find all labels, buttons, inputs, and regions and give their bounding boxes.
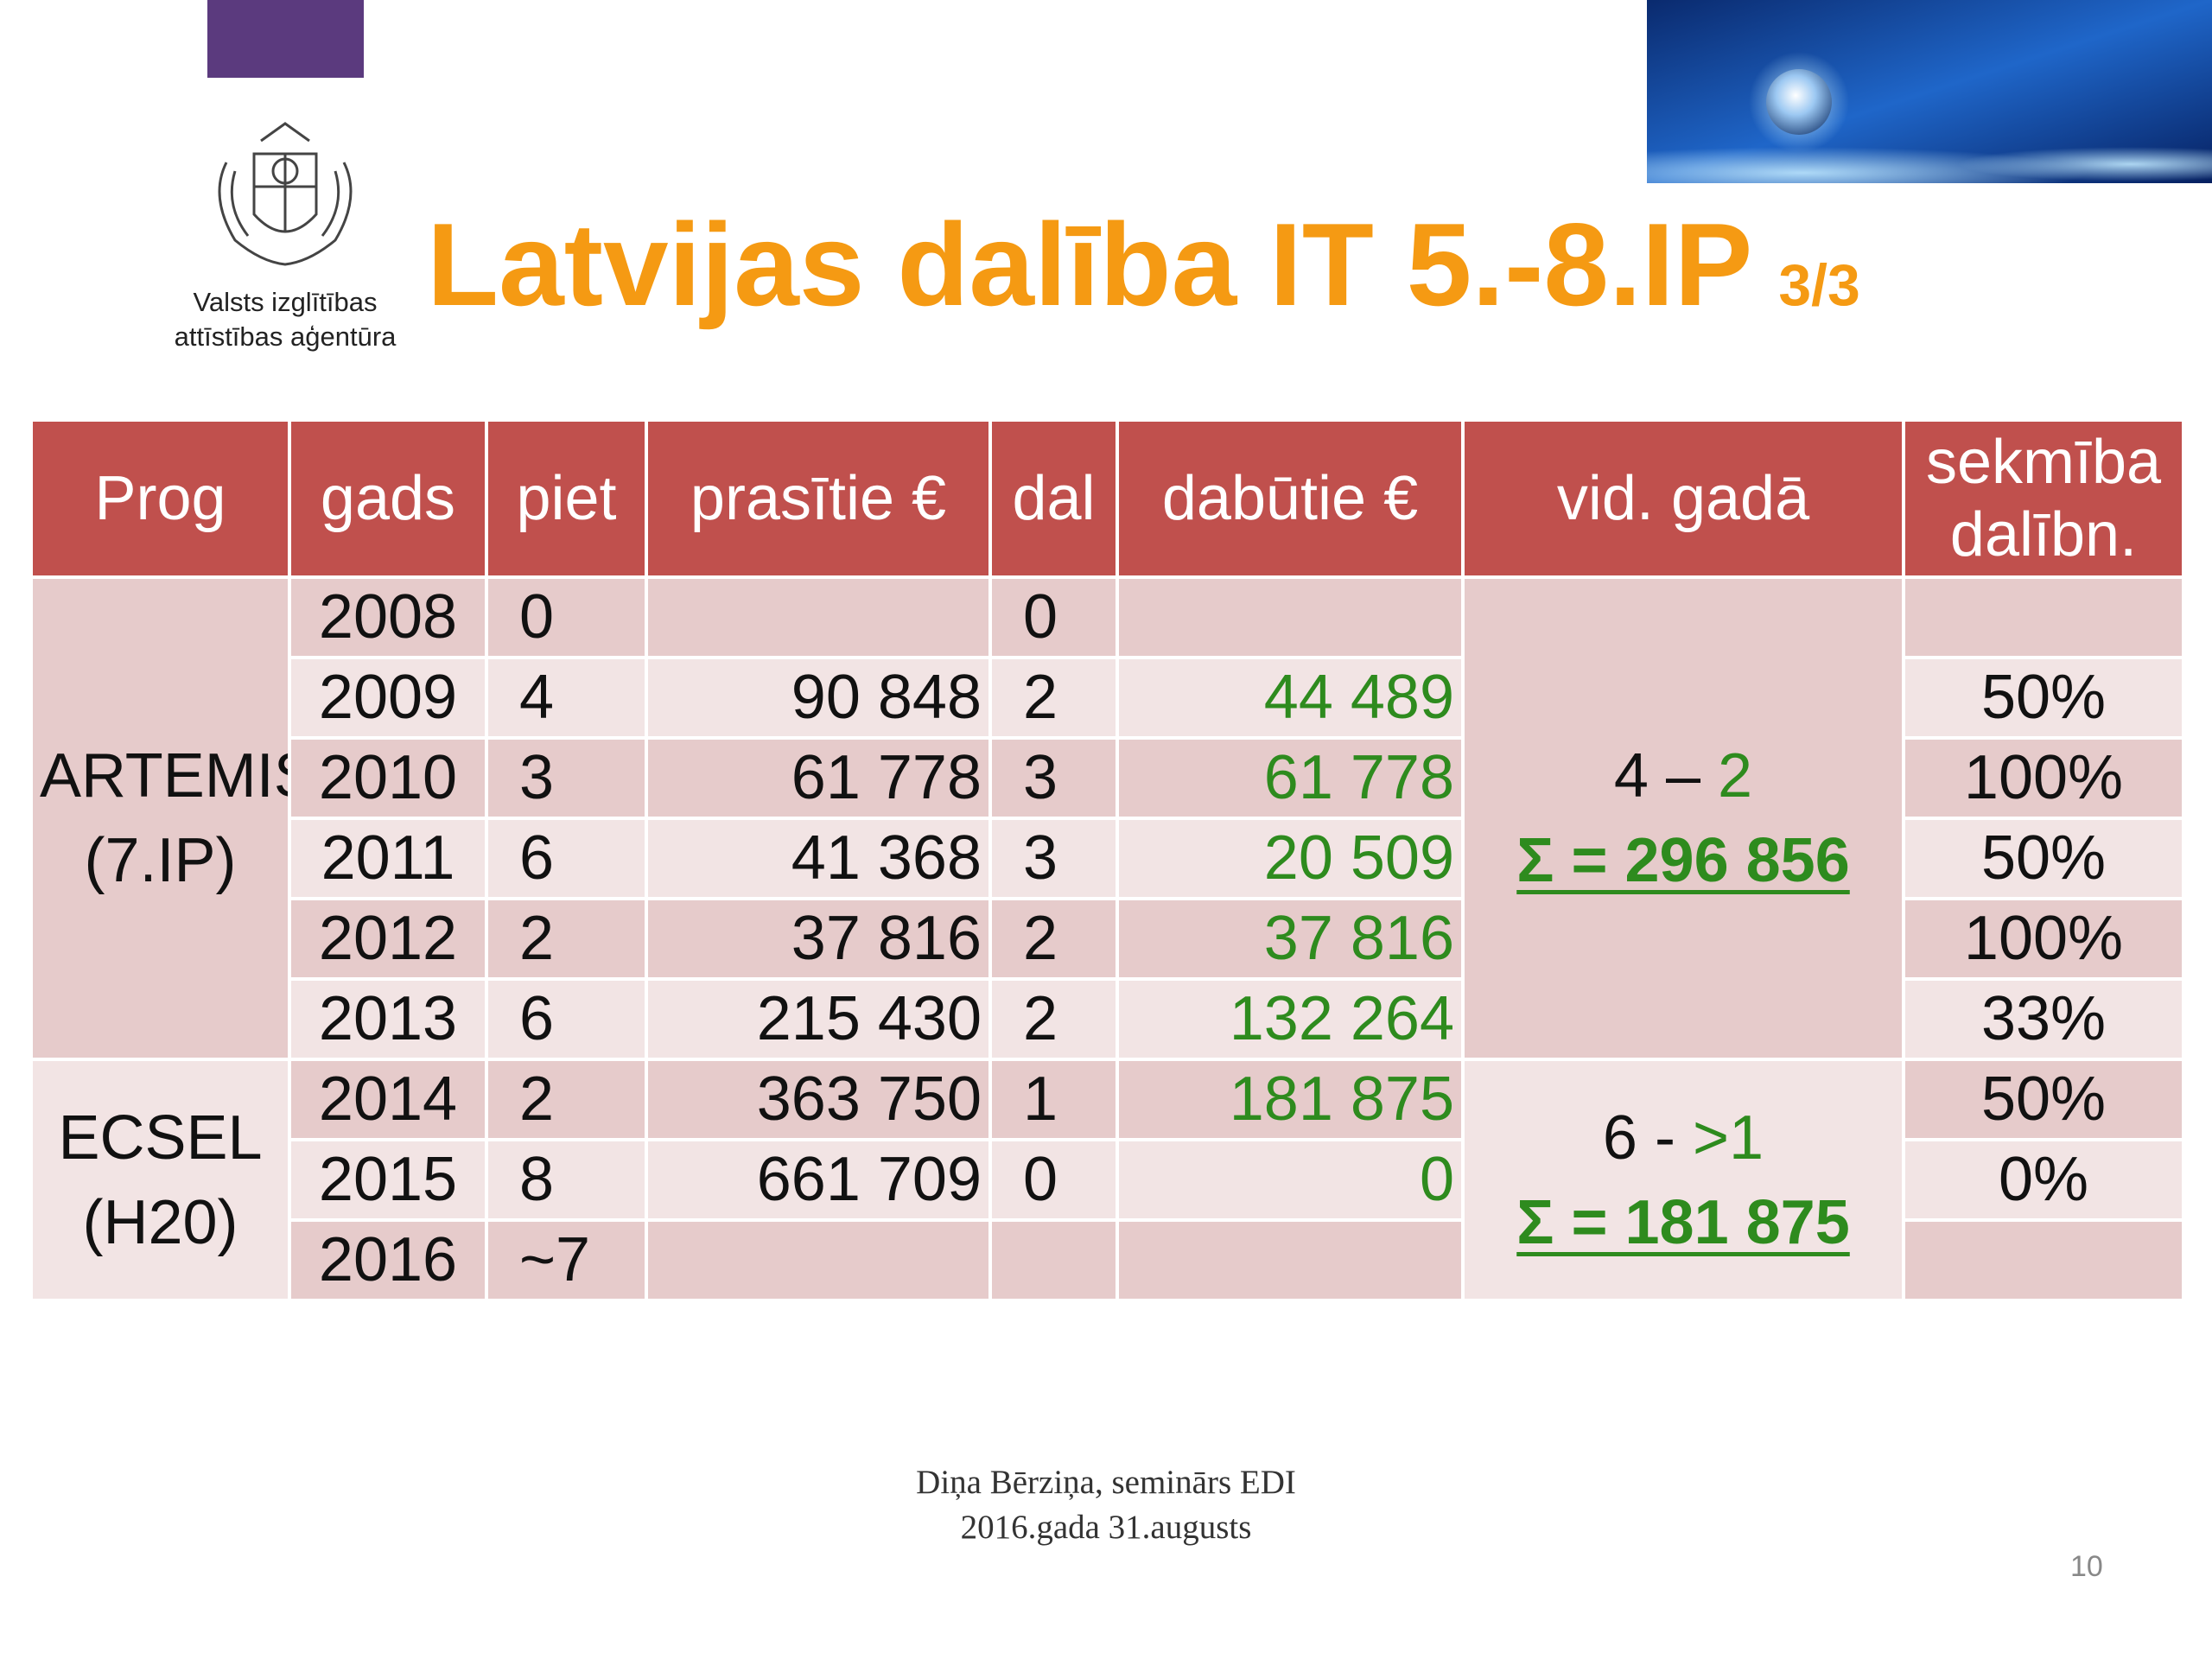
title-part: 3/3 bbox=[1778, 252, 1860, 318]
footer: Diņa Bērziņa, seminārs EDI 2016.gada 31.… bbox=[847, 1460, 1365, 1550]
cell: 61 778 bbox=[645, 736, 992, 820]
coat-of-arms bbox=[218, 122, 353, 266]
program-cell: ECSEL (H20) bbox=[29, 1058, 291, 1302]
header-cell: vid. gadā bbox=[1461, 418, 1905, 579]
cell: 2 bbox=[988, 656, 1119, 740]
cell: 2009 bbox=[288, 656, 488, 740]
summary-line: 6 - >1 bbox=[1471, 1096, 1895, 1180]
cell: 0 bbox=[988, 1138, 1119, 1222]
footer-date: 2016.gada 31.augusts bbox=[960, 1509, 1252, 1546]
cell: 50% bbox=[1902, 656, 2185, 740]
cell: 20 509 bbox=[1116, 817, 1465, 900]
cell: 2 bbox=[485, 897, 648, 981]
cell: 2010 bbox=[288, 736, 488, 820]
header-cell: gads bbox=[288, 418, 488, 579]
cell bbox=[1902, 575, 2185, 659]
cell: 37 816 bbox=[1116, 897, 1465, 981]
cell: 100% bbox=[1902, 736, 2185, 820]
summary-got: 2 bbox=[1718, 741, 1753, 810]
cell bbox=[645, 575, 992, 659]
cell: 2 bbox=[988, 977, 1119, 1061]
header-image bbox=[1647, 0, 2212, 183]
table-row: 2015 8 661 709 0 0 0% bbox=[31, 1138, 2185, 1222]
title-main: Latvijas dalība IT 5.-8.IP bbox=[427, 199, 1753, 330]
cell: 2015 bbox=[288, 1138, 488, 1222]
cell: 44 489 bbox=[1116, 656, 1465, 740]
cell: 3 bbox=[485, 736, 648, 820]
logo-text: Valsts izglītības attīstības aģentūra bbox=[147, 285, 423, 354]
cell: 61 778 bbox=[1116, 736, 1465, 820]
summary-sep: – bbox=[1665, 741, 1701, 810]
cell: 41 368 bbox=[645, 817, 992, 900]
cell: 100% bbox=[1902, 897, 2185, 981]
cell: 33% bbox=[1902, 977, 2185, 1061]
cell: 50% bbox=[1902, 1058, 2185, 1141]
summary-sum: Σ = 296 856 bbox=[1516, 826, 1850, 895]
header-cell: dabūtie € bbox=[1116, 418, 1465, 579]
cell: 2 bbox=[988, 897, 1119, 981]
summary-count: 4 bbox=[1613, 741, 1649, 810]
cell: 6 bbox=[485, 817, 648, 900]
summary-cell: 6 - >1 Σ = 181 875 bbox=[1461, 1058, 1905, 1302]
summary-got: >1 bbox=[1692, 1103, 1764, 1173]
cell: 50% bbox=[1902, 817, 2185, 900]
data-table: Prog gads piet prasītie € dal dabūtie € vid. g… bbox=[29, 418, 2185, 1302]
table-row: ECSEL (H20) 2014 2 363 750 1 181 875 6 - >1 Σ = … bbox=[29, 1058, 2185, 1302]
program-line: (H20) bbox=[82, 1187, 238, 1257]
program-line: (7.IP) bbox=[84, 826, 237, 895]
cell bbox=[1902, 1218, 2185, 1302]
summary-sep: - bbox=[1654, 1103, 1675, 1173]
cell: 2012 bbox=[288, 897, 488, 981]
cell: 1 bbox=[988, 1058, 1119, 1141]
program-line: ARTEMIS bbox=[40, 741, 289, 810]
cell: 90 848 bbox=[645, 656, 992, 740]
cell: ~7 bbox=[485, 1218, 648, 1302]
slide-title: Latvijas dalība IT 5.-8.IP 3/3 bbox=[427, 197, 1860, 332]
accent-block bbox=[207, 0, 364, 78]
header-cell: prasītie € bbox=[645, 418, 992, 579]
cell bbox=[1116, 1218, 1465, 1302]
cell: 4 bbox=[485, 656, 648, 740]
program-cell: ARTEMIS (7.IP) bbox=[29, 575, 291, 1061]
cell bbox=[988, 1218, 1119, 1302]
program-line: ECSEL bbox=[58, 1103, 263, 1173]
cell: 3 bbox=[988, 736, 1119, 820]
cell: 661 709 bbox=[645, 1138, 992, 1222]
header-cell: dal bbox=[988, 418, 1119, 579]
header-cell: piet bbox=[485, 418, 648, 579]
cell: 2008 bbox=[288, 575, 488, 659]
header-row: Prog gads piet prasītie € dal dabūtie € vid. g… bbox=[29, 418, 2185, 579]
summary-line: 4 – 2 bbox=[1471, 734, 1895, 818]
header-cell: sekmība dalībn. bbox=[1902, 418, 2185, 579]
cell: 6 bbox=[485, 977, 648, 1061]
cell: 2014 bbox=[288, 1058, 488, 1141]
footer-author: Diņa Bērziņa, seminārs EDI bbox=[916, 1464, 1296, 1501]
cell: 0% bbox=[1902, 1138, 2185, 1222]
cell: 181 875 bbox=[1116, 1058, 1465, 1141]
cell: 0 bbox=[485, 575, 648, 659]
cell: 132 264 bbox=[1116, 977, 1465, 1061]
cell bbox=[1116, 575, 1465, 659]
cell: 37 816 bbox=[645, 897, 992, 981]
logo-line: Valsts izglītības bbox=[193, 287, 378, 317]
cell: 8 bbox=[485, 1138, 648, 1222]
summary-cell: 4 – 2 Σ = 296 856 bbox=[1461, 575, 1905, 1061]
cell bbox=[645, 1218, 992, 1302]
cell: 3 bbox=[988, 817, 1119, 900]
summary-sum: Σ = 181 875 bbox=[1516, 1187, 1850, 1257]
cell: 0 bbox=[988, 575, 1119, 659]
cell: 363 750 bbox=[645, 1058, 992, 1141]
header-cell: Prog bbox=[29, 418, 291, 579]
logo-line: attīstības aģentūra bbox=[174, 321, 397, 352]
cell: 2 bbox=[485, 1058, 648, 1141]
cell: 0 bbox=[1116, 1138, 1465, 1222]
cell: 2013 bbox=[288, 977, 488, 1061]
page-number: 10 bbox=[2070, 1550, 2103, 1583]
cell: 2011 bbox=[288, 817, 488, 900]
summary-count: 6 bbox=[1602, 1103, 1637, 1173]
cell: 2016 bbox=[288, 1218, 488, 1302]
cell: 215 430 bbox=[645, 977, 992, 1061]
